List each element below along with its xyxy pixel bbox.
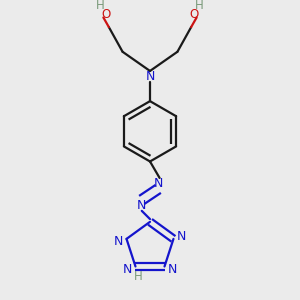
Text: N: N bbox=[168, 263, 177, 276]
Text: O: O bbox=[101, 8, 111, 21]
Text: H: H bbox=[195, 0, 204, 12]
Text: H: H bbox=[134, 270, 142, 283]
Text: N: N bbox=[177, 230, 186, 243]
Text: O: O bbox=[189, 8, 199, 21]
Text: N: N bbox=[145, 70, 155, 83]
Text: H: H bbox=[96, 0, 105, 12]
Text: N: N bbox=[123, 263, 132, 276]
Text: N: N bbox=[154, 177, 163, 190]
Text: N: N bbox=[137, 199, 146, 212]
Text: N: N bbox=[114, 235, 123, 248]
